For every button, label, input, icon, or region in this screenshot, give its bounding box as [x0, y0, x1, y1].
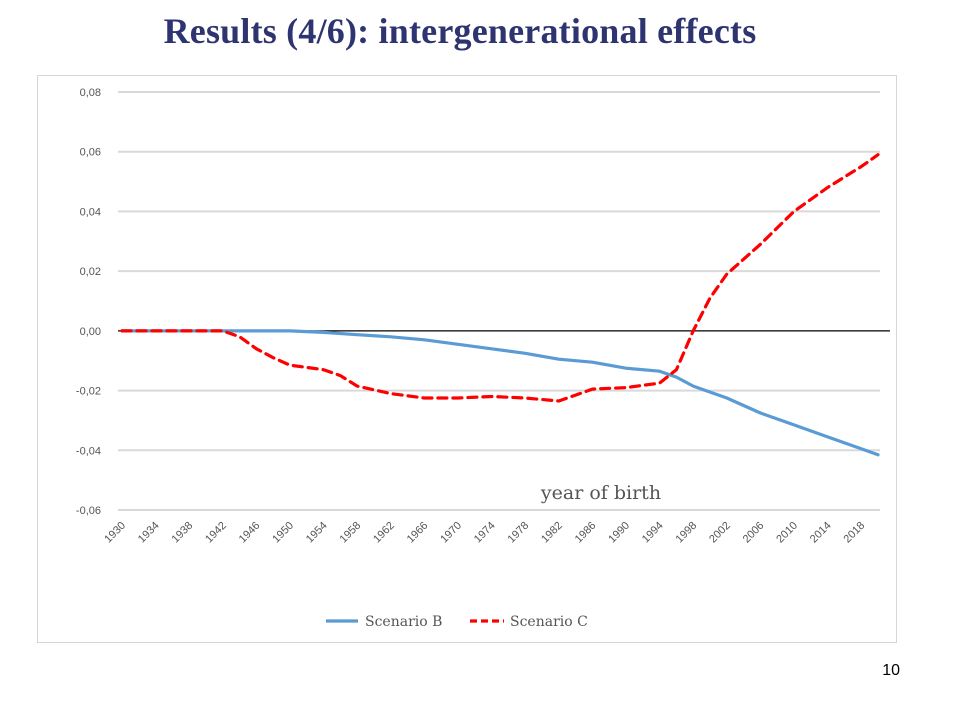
- x-tick-label: 2002: [707, 520, 733, 546]
- x-tick-label: 2014: [808, 520, 834, 546]
- x-tick-label: 1958: [338, 520, 364, 546]
- series-line-scenario-b: [120, 329, 880, 457]
- slide-title: Results (4/6): intergenerational effects: [163, 11, 757, 51]
- x-tick-label: 1950: [270, 520, 296, 546]
- x-tick-label: 1966: [405, 520, 431, 546]
- x-tick-label: 1994: [640, 520, 666, 546]
- x-tick-label: 1954: [304, 520, 330, 546]
- chart-frame: 0,08 0,06 0,04 0,02 0,00 -0,02 -0,04 -0,06 1930…: [37, 75, 897, 643]
- grid-lines: [118, 91, 880, 511]
- y-tick-label: 0,08: [80, 87, 101, 99]
- legend-label-scenario-c: Scenario C: [510, 614, 588, 630]
- x-tick-label: 1938: [170, 520, 196, 546]
- x-tick-label: 1974: [472, 520, 498, 546]
- y-tick-label: 0,00: [80, 326, 101, 338]
- x-tick-label: 1978: [506, 520, 532, 546]
- x-axis-label: year of birth: [540, 482, 661, 504]
- x-tick-label: 1934: [136, 520, 162, 546]
- x-tick-label: 2018: [842, 520, 868, 546]
- series-line-scenario-c: [120, 153, 880, 403]
- y-tick-label: -0,04: [76, 445, 101, 457]
- y-tick-label: -0,02: [76, 386, 101, 398]
- x-tick-label: 1998: [674, 520, 700, 546]
- x-tick-label: 1970: [438, 520, 464, 546]
- x-tick-label: 1946: [237, 520, 263, 546]
- x-axis-tick-labels: 1930 1934 1938 1942 1946 1950 1954 1958 1962 1966…: [102, 520, 867, 546]
- page-number: 10: [882, 662, 900, 679]
- legend-label-scenario-b: Scenario B: [365, 614, 442, 630]
- series-lines: [120, 153, 880, 457]
- y-tick-label: 0,02: [80, 266, 101, 278]
- x-tick-label: 2010: [774, 520, 800, 546]
- line-chart: 0,08 0,06 0,04 0,02 0,00 -0,02 -0,04 -0,06 1930…: [76, 87, 890, 630]
- y-tick-label: 0,04: [80, 206, 101, 218]
- x-tick-label: 2006: [741, 520, 767, 546]
- x-tick-label: 1942: [203, 520, 229, 546]
- x-tick-label: 1990: [606, 520, 632, 546]
- x-tick-label: 1962: [371, 520, 397, 546]
- y-axis-tick-labels: 0,08 0,06 0,04 0,02 0,00 -0,02 -0,04 -0,06: [76, 87, 101, 517]
- x-tick-label: 1986: [573, 520, 599, 546]
- x-tick-label: 1930: [102, 520, 128, 546]
- legend: Scenario B Scenario C: [326, 614, 588, 630]
- y-tick-label: 0,06: [80, 147, 101, 159]
- x-tick-label: 1982: [539, 520, 565, 546]
- y-tick-label: -0,06: [76, 505, 101, 517]
